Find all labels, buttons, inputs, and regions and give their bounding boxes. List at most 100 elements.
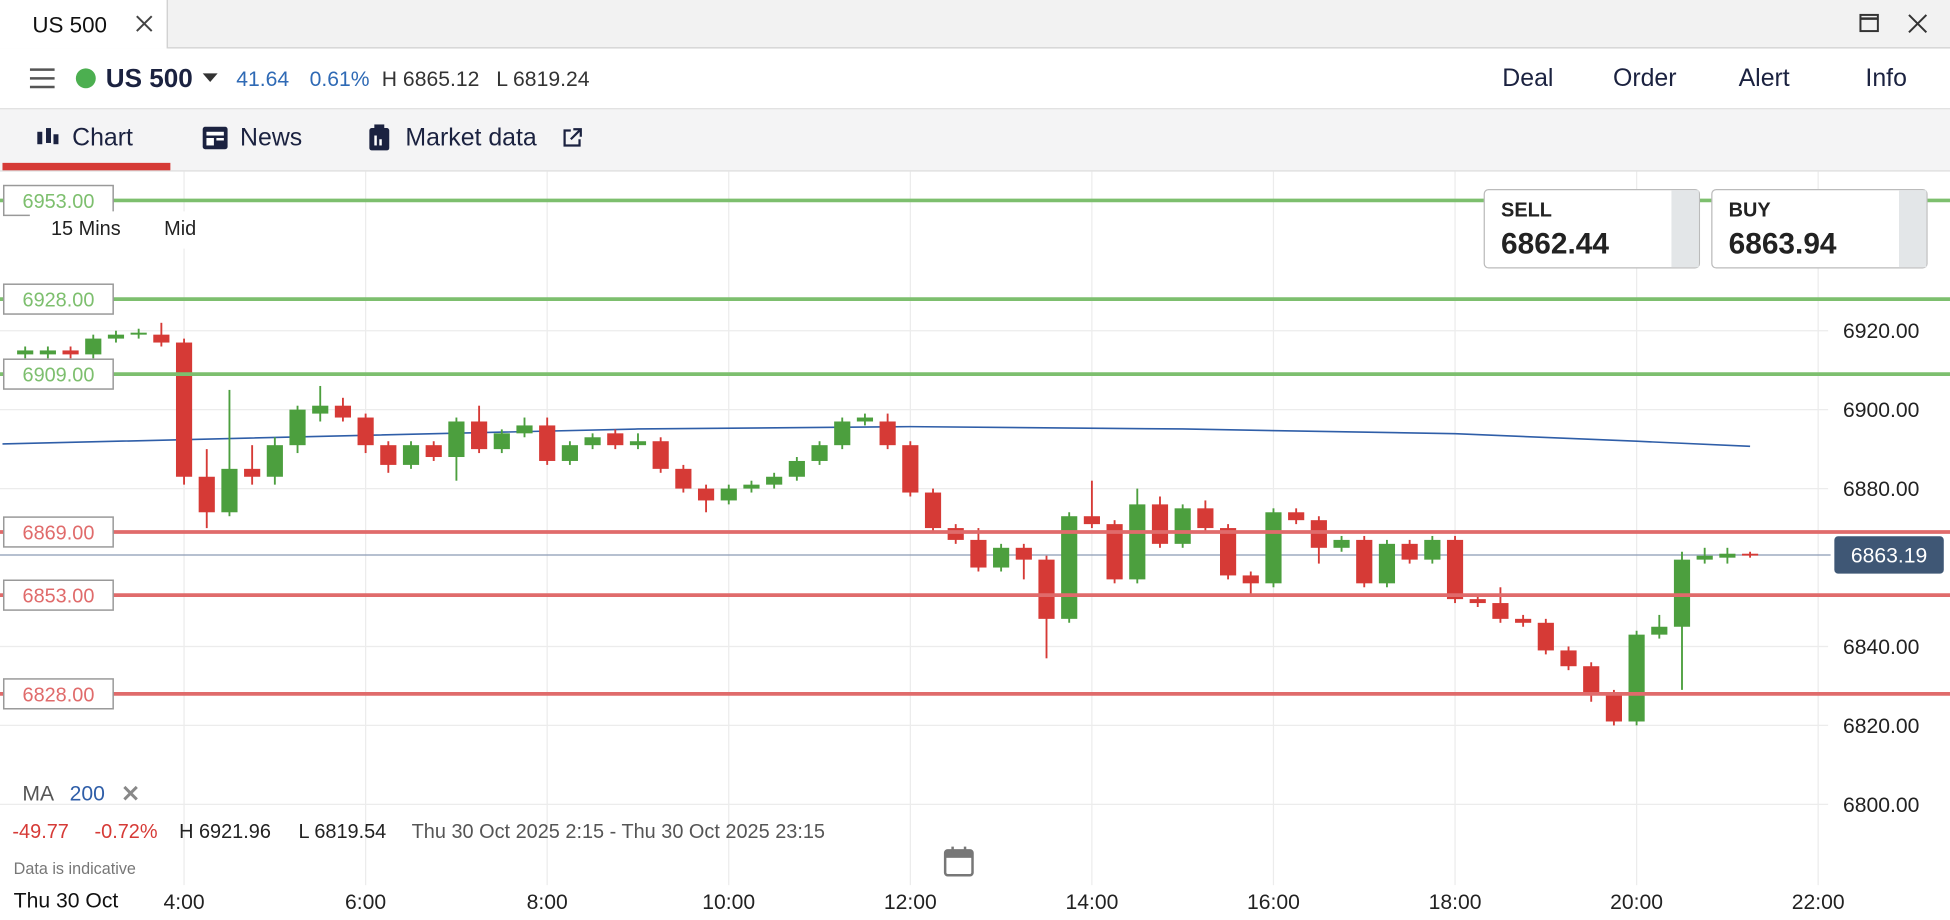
candle-body [198, 476, 215, 513]
disclaimer: Data is indicative [13, 859, 136, 878]
candle-body [1401, 543, 1418, 560]
candle-body [471, 421, 488, 450]
candle-body [1424, 539, 1441, 560]
y-tick-label: 6920.00 [1843, 320, 1919, 343]
candle-body [697, 488, 715, 501]
candle-body [1174, 508, 1191, 544]
candle-body [539, 425, 556, 461]
level-label: 6869.00 [23, 522, 95, 544]
maximize-icon[interactable] [1858, 12, 1880, 34]
chart-tab[interactable]: Chart [72, 124, 133, 152]
change: 41.64 [236, 67, 290, 91]
candle-body [244, 468, 261, 477]
candle-body [357, 417, 374, 446]
candle-body [221, 468, 238, 513]
level-label-box [2, 516, 114, 548]
tab-bar [0, 109, 1950, 172]
y-tick-label: 6900.00 [1843, 399, 1919, 422]
candle-body [1651, 626, 1668, 635]
info-button[interactable]: Info [1865, 64, 1907, 92]
candle-body [902, 445, 919, 493]
menu-icon[interactable] [29, 67, 55, 89]
deal-button[interactable]: Deal [1502, 64, 1554, 92]
close-icon[interactable] [134, 14, 154, 34]
level-label: 6909.00 [23, 365, 95, 387]
period-high: H 6921.96 [179, 821, 271, 843]
candle-body [1106, 524, 1123, 580]
candle-body [289, 409, 306, 446]
candle-body [947, 528, 964, 540]
symbol[interactable]: US 500 [105, 64, 193, 94]
news-tab[interactable]: News [240, 124, 303, 152]
x-tick-label: 14:00 [1065, 891, 1118, 914]
alert-button[interactable]: Alert [1738, 64, 1790, 92]
x-tick-label: 10:00 [702, 891, 755, 914]
window-tab[interactable]: US 500 [0, 0, 168, 49]
candle-body [1310, 520, 1327, 548]
buy-price: 6863.94 [1728, 227, 1837, 262]
active-tab-indicator [2, 162, 171, 171]
candle-body [720, 488, 737, 501]
candle-body [1219, 528, 1237, 576]
buy-label: BUY [1728, 200, 1771, 222]
candle-body [1197, 508, 1214, 529]
candle-body [1492, 603, 1509, 619]
title-bar [0, 0, 1950, 49]
x-tick-label: 22:00 [1792, 891, 1845, 914]
market-data-tab[interactable]: Market data [405, 124, 537, 152]
candle-body [1560, 650, 1577, 667]
candle-body [675, 468, 692, 489]
close-window-icon[interactable] [1906, 12, 1928, 34]
current-price-label: 6863.19 [1851, 544, 1927, 567]
candle-body [380, 445, 397, 465]
dropdown-icon[interactable] [201, 72, 218, 84]
date-label: Thu 30 Oct [13, 888, 119, 914]
candle-body [856, 417, 874, 422]
candle-body [561, 445, 578, 461]
candle-body [516, 425, 533, 434]
candle-body [1015, 547, 1032, 560]
order-button[interactable]: Order [1612, 64, 1677, 92]
candle-body [1242, 575, 1259, 584]
level-label-box [2, 678, 114, 710]
candle-body [834, 421, 851, 446]
candle-body [85, 338, 102, 355]
sell-box[interactable]: SELL 6862.44 [1483, 188, 1701, 269]
level-label: 6928.00 [23, 290, 95, 312]
y-tick-label: 6800.00 [1843, 794, 1919, 817]
candle-body [448, 421, 465, 458]
candle-body [811, 445, 828, 461]
candle-body [1583, 666, 1600, 694]
buy-box[interactable]: BUY 6863.94 [1711, 188, 1928, 269]
period-change: -49.77 [12, 821, 69, 843]
calendar-icon[interactable] [943, 845, 975, 877]
interval[interactable]: 15 Mins [50, 218, 121, 240]
candle-body [1742, 553, 1759, 556]
y-tick-label: 6880.00 [1843, 478, 1919, 501]
x-tick-label: 12:00 [884, 891, 937, 914]
indicator-name: MA [22, 781, 55, 806]
x-tick-label: 16:00 [1247, 891, 1300, 914]
candle-body [879, 421, 896, 446]
candle-body [39, 350, 56, 355]
day-low: L 6819.24 [496, 67, 590, 91]
external-link-icon[interactable] [562, 127, 583, 148]
candle-body [107, 334, 125, 339]
candle-body [970, 539, 987, 568]
candle-body [1446, 539, 1464, 600]
candle-body [1537, 622, 1554, 651]
candle-body [312, 405, 329, 414]
market-data-icon [369, 124, 390, 151]
candle-body [493, 433, 510, 450]
candle-body [607, 433, 624, 446]
remove-indicator[interactable] [122, 784, 139, 801]
candle-body [425, 445, 442, 458]
candle-body [1673, 559, 1691, 627]
candle-body [1333, 539, 1350, 548]
candle-body [175, 342, 193, 477]
candle-body [766, 476, 783, 485]
period-low: L 6819.54 [298, 821, 387, 843]
instrument-header [0, 48, 1950, 110]
price-type[interactable]: Mid [164, 218, 197, 240]
